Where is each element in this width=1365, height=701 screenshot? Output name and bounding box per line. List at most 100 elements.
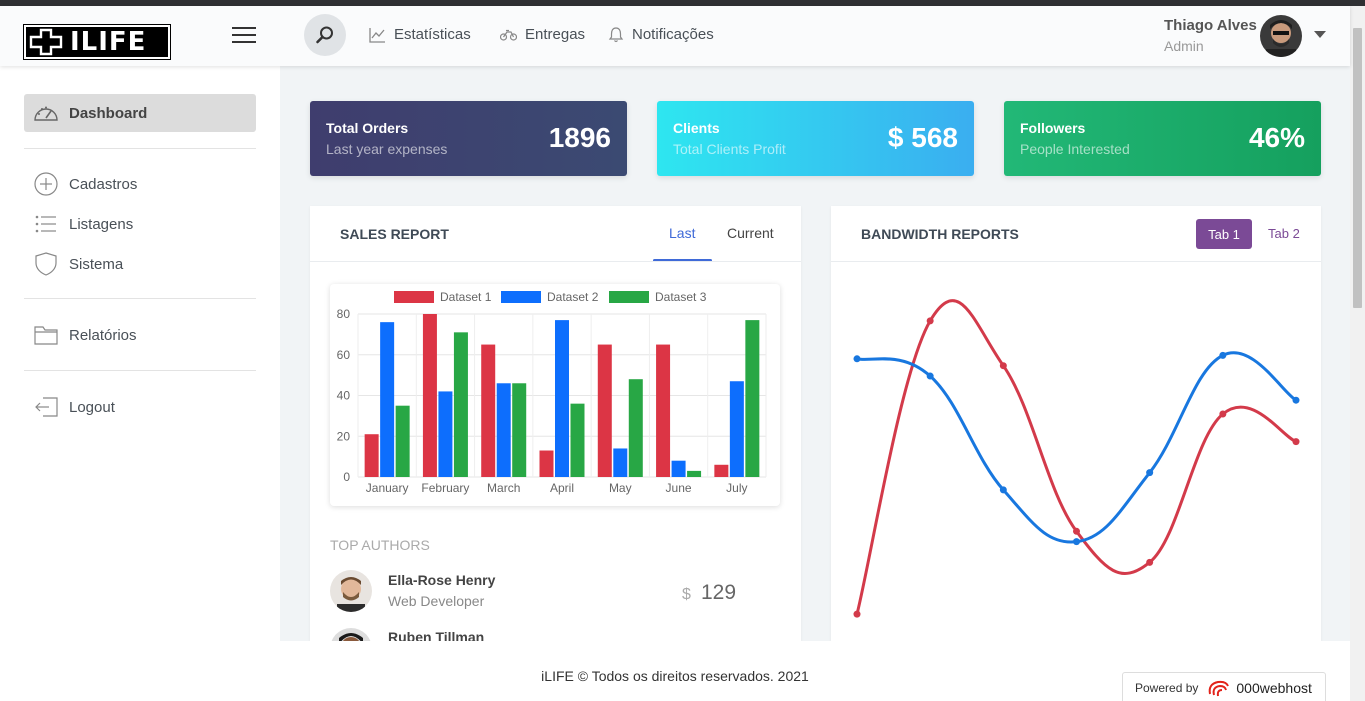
- x-tick-label: April: [550, 481, 574, 495]
- author-amount: 129: [701, 581, 737, 604]
- data-point: [1219, 410, 1227, 418]
- author-role: Web Developer: [388, 593, 485, 609]
- legend-swatch: [609, 291, 649, 303]
- x-tick-label: March: [487, 481, 520, 495]
- stat-value: $ 568: [887, 122, 958, 153]
- sales-report-card: SALES REPORT Last Current 80 60 40 20 0 Janua…: [310, 206, 801, 641]
- sidebar-divider: [24, 148, 256, 149]
- x-tick-label: May: [609, 481, 632, 495]
- powered-by-label: Powered by: [1135, 681, 1199, 695]
- nav-entregas[interactable]: Entregas: [500, 26, 585, 43]
- bar: [729, 381, 744, 477]
- data-point: [999, 486, 1007, 494]
- sales-bar-chart: 80 60 40 20 0 January February March April May Jun…: [330, 284, 780, 506]
- nav-label: Entregas: [525, 26, 586, 43]
- legend-label: Dataset 2: [547, 290, 599, 304]
- nav-label: Estatísticas: [394, 26, 471, 43]
- tab-current[interactable]: Current: [727, 225, 774, 241]
- footer-copyright: iLIFE © Todos os direitos reservados. 20…: [541, 668, 809, 684]
- author-name: Ella-Rose Henry: [388, 572, 496, 588]
- sidebar-item-listagens[interactable]: Listagens: [24, 205, 256, 243]
- author-name: Ruben Tillman: [388, 629, 485, 641]
- data-point: [999, 362, 1007, 370]
- bandwidth-line-chart: [853, 299, 1300, 618]
- y-tick-label: 40: [337, 389, 351, 403]
- menu-toggle-icon[interactable]: [232, 27, 256, 43]
- powered-by-badge[interactable]: Powered by 000webhost: [1122, 672, 1326, 701]
- stat-value: 46%: [1248, 122, 1305, 153]
- brand-name: ILIFE: [70, 27, 147, 57]
- chart-line-icon: [369, 27, 385, 43]
- data-point: [1146, 558, 1154, 566]
- sidebar-item-logout[interactable]: Logout: [24, 388, 256, 426]
- legend-label: Dataset 3: [655, 290, 707, 304]
- y-tick-label: 60: [337, 348, 351, 362]
- stat-subtitle: Total Clients Profit: [673, 141, 786, 157]
- y-tick-label: 80: [337, 307, 351, 321]
- x-tick-label: February: [421, 481, 469, 495]
- tab-last[interactable]: Last: [669, 225, 696, 241]
- user-role: Admin: [1164, 38, 1204, 54]
- powered-by-brand: 000webhost: [1236, 680, 1312, 696]
- card-header-divider: [310, 261, 801, 262]
- data-point: [1292, 396, 1300, 404]
- bar: [453, 332, 468, 477]
- data-point: [1219, 351, 1227, 359]
- brand-logo[interactable]: ILIFE: [23, 24, 171, 60]
- user-menu-caret-icon[interactable]: [1314, 31, 1326, 38]
- bar: [656, 344, 671, 477]
- sidebar-divider: [24, 370, 256, 371]
- folder-icon: [33, 322, 59, 348]
- legend-swatch: [394, 291, 434, 303]
- bar: [481, 344, 496, 477]
- stat-subtitle: People Interested: [1020, 141, 1130, 157]
- search-button[interactable]: [304, 14, 346, 56]
- sidebar-item-relatorios[interactable]: Relatórios: [24, 316, 256, 354]
- logout-icon: [33, 394, 59, 420]
- tab-2-button[interactable]: Tab 2: [1268, 226, 1300, 241]
- data-point: [853, 610, 861, 618]
- top-header: ILIFE Estatísticas Entregas Notificações…: [0, 6, 1350, 66]
- amount-currency: $: [682, 586, 691, 603]
- bar: [714, 464, 729, 477]
- bar: [512, 383, 527, 477]
- nav-estatisticas[interactable]: Estatísticas: [369, 26, 471, 43]
- page-scrollbar[interactable]: [1350, 6, 1365, 701]
- card-title: SALES REPORT: [340, 226, 449, 242]
- legend-swatch: [501, 291, 541, 303]
- nav-notificacoes[interactable]: Notificações: [608, 26, 714, 43]
- nav-label: Notificações: [632, 26, 714, 43]
- sidebar-item-label: Sistema: [69, 255, 124, 273]
- y-tick-label: 0: [343, 470, 350, 484]
- series-line: [855, 299, 1297, 615]
- bell-icon: [608, 27, 624, 43]
- user-avatar[interactable]: [1260, 15, 1302, 57]
- bar: [597, 344, 612, 477]
- list-icon: [33, 211, 59, 237]
- bar: [380, 322, 395, 477]
- bar-chart-svg: 80 60 40 20 0 January February March April May Jun…: [337, 290, 767, 495]
- bar: [364, 434, 379, 477]
- sidebar-item-label: Cadastros: [69, 175, 138, 193]
- sidebar-item-cadastros[interactable]: Cadastros: [24, 165, 256, 203]
- data-point: [926, 317, 934, 325]
- stat-subtitle: Last year expenses: [326, 141, 448, 157]
- sidebar-item-sistema[interactable]: Sistema: [24, 245, 256, 283]
- sidebar-divider: [24, 298, 256, 299]
- card-header-divider: [831, 261, 1321, 262]
- author-avatar: [330, 628, 372, 641]
- sidebar-item-dashboard[interactable]: Dashboard: [24, 94, 256, 132]
- bar: [687, 470, 702, 477]
- active-tab-indicator: [653, 259, 712, 262]
- bar: [438, 391, 453, 477]
- bicycle-icon: [500, 29, 517, 41]
- tab-1-button[interactable]: Tab 1: [1196, 219, 1252, 249]
- search-icon: [316, 26, 333, 44]
- sidebar-item-label: Dashboard: [69, 104, 148, 122]
- bar: [671, 460, 686, 477]
- bar: [539, 450, 554, 477]
- x-tick-label: June: [666, 481, 692, 495]
- scrollbar-thumb[interactable]: [1353, 28, 1362, 308]
- stat-title: Clients: [673, 120, 720, 136]
- webhost-swirl-icon: [1209, 680, 1230, 697]
